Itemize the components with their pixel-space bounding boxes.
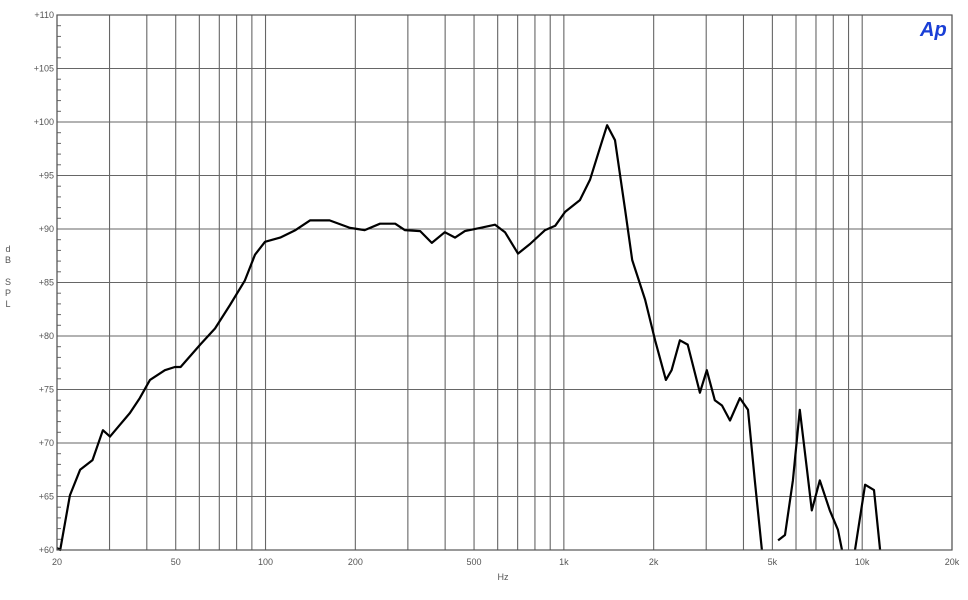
x-tick-label: 2k — [649, 557, 659, 567]
x-tick-label: 20k — [945, 557, 960, 567]
y-tick-label: +100 — [34, 117, 54, 127]
y-tick-label: +70 — [39, 438, 54, 448]
grid — [56, 14, 953, 551]
x-tick-label: 20 — [52, 557, 62, 567]
y-tick-label: +90 — [39, 224, 54, 234]
y-axis: +60 +65 +70 +75 +80 +85 +90 +95 +100 +105 +110 — [34, 10, 61, 555]
plot-border — [56, 14, 953, 551]
y-tick-label: +65 — [39, 492, 54, 502]
x-axis: 20 50 100 200 500 1k 2k 5k 10k 20k — [52, 557, 960, 567]
x-axis-label: Hz — [498, 572, 509, 582]
y-tick-label: +105 — [34, 64, 54, 74]
y-tick-label: +110 — [34, 10, 54, 20]
y-tick-label: +95 — [39, 171, 54, 181]
x-tick-label: 100 — [258, 557, 273, 567]
y-tick-label: +85 — [39, 278, 54, 288]
series-line — [56, 124, 882, 552]
y-tick-label: +75 — [39, 385, 54, 395]
x-tick-label: 50 — [171, 557, 181, 567]
y-tick-label: +60 — [39, 545, 54, 555]
x-tick-label: 10k — [855, 557, 870, 567]
x-tick-label: 500 — [467, 557, 482, 567]
ap-logo: Ap — [919, 19, 947, 41]
y-tick-label: +80 — [39, 331, 54, 341]
x-tick-label: 200 — [348, 557, 363, 567]
x-tick-label: 5k — [768, 557, 778, 567]
y-axis-label: dB SPL — [3, 244, 13, 310]
x-tick-label: 1k — [559, 557, 569, 567]
